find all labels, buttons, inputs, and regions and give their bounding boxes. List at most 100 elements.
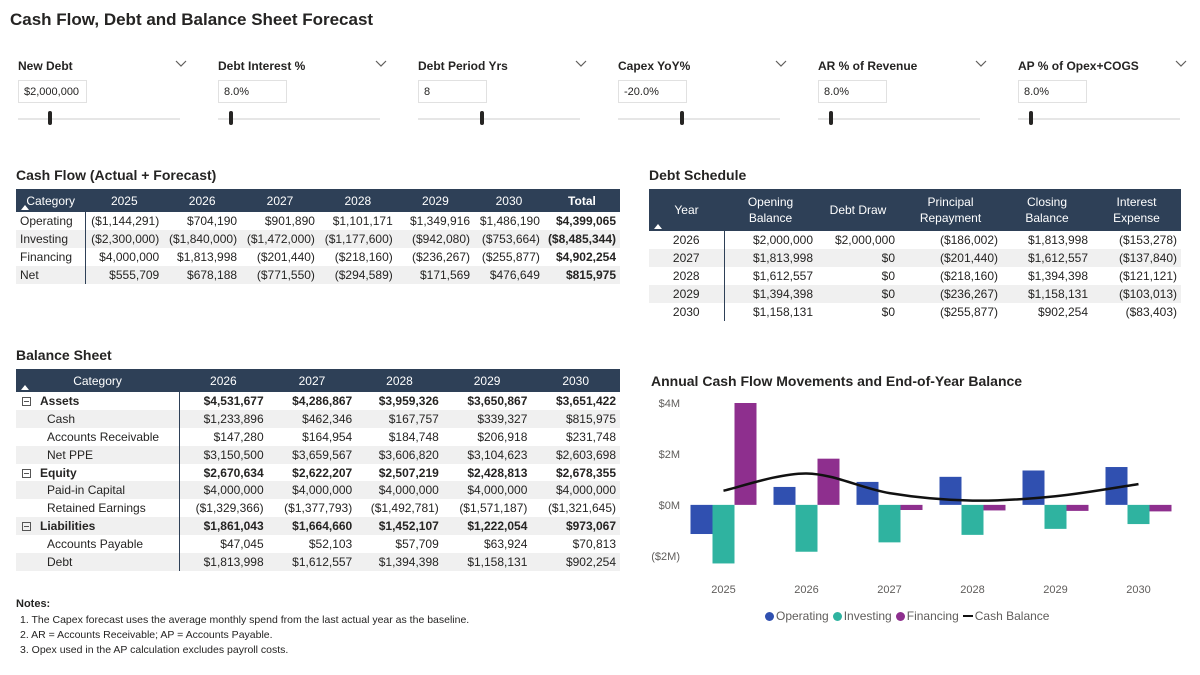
column-header-label: 2029 bbox=[473, 373, 501, 388]
column-header-2029[interactable]: 2029 bbox=[442, 369, 532, 392]
row-label-text: Net PPE bbox=[47, 447, 94, 462]
slider-handle[interactable] bbox=[680, 111, 684, 125]
table-cell: ($1,840,000) bbox=[163, 230, 242, 248]
bar-financing-2030 bbox=[1149, 504, 1172, 512]
column-header-2030[interactable]: 2030 bbox=[531, 369, 620, 392]
chevron-down-icon[interactable] bbox=[574, 57, 588, 71]
collapse-icon[interactable] bbox=[22, 522, 31, 532]
chevron-down-icon[interactable] bbox=[374, 57, 388, 71]
slicer-ar-of-revenue: AR % of Revenue 8.0% bbox=[818, 57, 988, 127]
table-cell: $3,659,567 bbox=[267, 445, 357, 464]
slicer-value-input[interactable]: 8 bbox=[418, 80, 487, 103]
notes-title: Notes: bbox=[16, 598, 51, 610]
slicer-value-input[interactable]: 8.0% bbox=[1018, 80, 1087, 103]
group-row[interactable]: Assets $4,531,677 $4,286,867 $3,959,326 $3,6… bbox=[16, 392, 620, 410]
bar-operating-2025 bbox=[690, 504, 713, 535]
slider-track[interactable] bbox=[1018, 118, 1180, 120]
column-header-debt-draw[interactable]: Debt Draw bbox=[817, 189, 899, 231]
table-cell: ($201,440) bbox=[899, 249, 1002, 267]
column-header-interest-expense[interactable]: Interest Expense bbox=[1092, 189, 1181, 231]
slicer-label: AR % of Revenue bbox=[818, 59, 918, 73]
slider-handle[interactable] bbox=[480, 111, 484, 125]
row-label: Net bbox=[16, 266, 86, 284]
column-header-2027[interactable]: 2027 bbox=[267, 369, 357, 392]
chevron-down-icon[interactable] bbox=[774, 57, 788, 71]
group-row[interactable]: Equity $2,670,634 $2,622,207 $2,507,219 $2,4… bbox=[16, 463, 620, 482]
slider-track[interactable] bbox=[18, 118, 180, 120]
column-header-2026[interactable]: 2026 bbox=[163, 189, 242, 212]
bar-investing-2026 bbox=[795, 504, 818, 552]
column-header-category[interactable]: Category bbox=[16, 189, 86, 212]
column-header-year[interactable]: Year bbox=[649, 189, 724, 231]
legend-item-financing[interactable]: Financing bbox=[895, 609, 959, 623]
column-header-2025[interactable]: 2025 bbox=[85, 189, 164, 212]
legend-item-investing[interactable]: Investing bbox=[832, 609, 892, 623]
column-header-2027[interactable]: 2027 bbox=[241, 189, 319, 212]
chevron-down-icon[interactable] bbox=[174, 57, 188, 71]
bar-operating-2027 bbox=[856, 481, 879, 505]
column-header-opening-balance[interactable]: Opening Balance bbox=[724, 189, 817, 231]
table-cell: $476,649 bbox=[474, 266, 544, 284]
slider-handle[interactable] bbox=[1029, 111, 1033, 125]
slider-handle[interactable] bbox=[229, 111, 233, 125]
slider-handle[interactable] bbox=[829, 111, 833, 125]
table-row: Investing ($2,300,000) ($1,840,000) ($1,472… bbox=[16, 230, 620, 248]
row-label: Operating bbox=[16, 212, 86, 230]
table-cell: $3,104,623 bbox=[442, 445, 532, 464]
slicer-label: AP % of Opex+COGS bbox=[1018, 59, 1139, 73]
column-header-2028[interactable]: 2028 bbox=[318, 189, 397, 212]
table-cell: $1,158,131 bbox=[752, 305, 813, 319]
sort-ascending-icon[interactable] bbox=[21, 385, 29, 390]
slicer-value-input[interactable]: 8.0% bbox=[818, 80, 887, 103]
slicer-value-input[interactable]: -20.0% bbox=[618, 80, 687, 103]
slider-track[interactable] bbox=[818, 118, 980, 120]
table-cell: $1,158,131 bbox=[1002, 285, 1092, 303]
column-header-2028[interactable]: 2028 bbox=[356, 369, 443, 392]
chevron-down-icon[interactable] bbox=[1174, 57, 1188, 71]
column-header-category[interactable]: Category bbox=[16, 369, 180, 392]
table-cell: ($1,377,793) bbox=[284, 501, 353, 516]
table-cell: $704,190 bbox=[187, 214, 238, 228]
column-header-2029[interactable]: 2029 bbox=[396, 189, 475, 212]
slider-track[interactable] bbox=[618, 118, 780, 120]
table-row: 2030 $1,158,131 $0 ($255,877) $902,254 ($83,4… bbox=[649, 303, 1181, 321]
y-tick-label: ($2M) bbox=[651, 551, 680, 563]
x-tick-label: 2029 bbox=[1043, 584, 1067, 596]
legend-label: Cash Balance bbox=[974, 609, 1050, 623]
table-cell: $3,651,422 bbox=[555, 393, 616, 408]
table-row: Net PPE $3,150,500 $3,659,567 $3,606,820 $3,… bbox=[16, 445, 620, 464]
slicer-value-input[interactable]: $2,000,000 bbox=[18, 80, 87, 103]
sort-ascending-icon[interactable] bbox=[21, 205, 29, 210]
chart-title: Annual Cash Flow Movements and End-of-Ye… bbox=[651, 373, 1023, 389]
column-header-total[interactable]: Total bbox=[543, 189, 620, 212]
legend-item-cash-balance[interactable]: Cash Balance bbox=[962, 609, 1050, 623]
slider-handle[interactable] bbox=[48, 111, 52, 125]
table-cell: $815,975 bbox=[543, 266, 620, 284]
group-row[interactable]: Liabilities $1,861,043 $1,664,660 $1,452,10… bbox=[16, 517, 620, 536]
slicer-value-input[interactable]: 8.0% bbox=[218, 80, 287, 103]
column-header-principal-repayment[interactable]: Principal Repayment bbox=[899, 189, 1002, 231]
sort-ascending-icon[interactable] bbox=[654, 224, 662, 229]
bar-operating-2026 bbox=[773, 486, 796, 505]
column-header-2026[interactable]: 2026 bbox=[179, 369, 268, 392]
table-cell: $0 bbox=[817, 249, 899, 267]
row-label-text: Accounts Payable bbox=[47, 537, 144, 552]
column-header-closing-balance[interactable]: Closing Balance bbox=[1002, 189, 1092, 231]
x-tick-label: 2028 bbox=[960, 584, 984, 596]
table-cell: $1,394,398 bbox=[1027, 269, 1088, 283]
table-cell: $902,254 bbox=[1037, 305, 1088, 319]
slider-track[interactable] bbox=[418, 118, 580, 120]
column-header-2030[interactable]: 2030 bbox=[474, 189, 544, 212]
table-cell: $902,254 bbox=[531, 553, 620, 571]
collapse-icon[interactable] bbox=[22, 396, 31, 406]
balance-sheet-table: Category 2026 2027 2028 2029 2030 Assets $4,53… bbox=[16, 369, 620, 571]
slider-track[interactable] bbox=[218, 118, 380, 120]
legend-item-operating[interactable]: Operating bbox=[765, 609, 829, 623]
table-cell: ($1,571,187) bbox=[459, 501, 528, 516]
table-cell: $1,452,107 bbox=[356, 517, 443, 536]
table-cell: $2,507,219 bbox=[378, 465, 439, 480]
collapse-icon[interactable] bbox=[22, 468, 31, 478]
table-cell: $4,000,000 bbox=[99, 250, 160, 264]
chevron-down-icon[interactable] bbox=[974, 57, 988, 71]
table-cell: ($121,121) bbox=[1118, 269, 1177, 283]
